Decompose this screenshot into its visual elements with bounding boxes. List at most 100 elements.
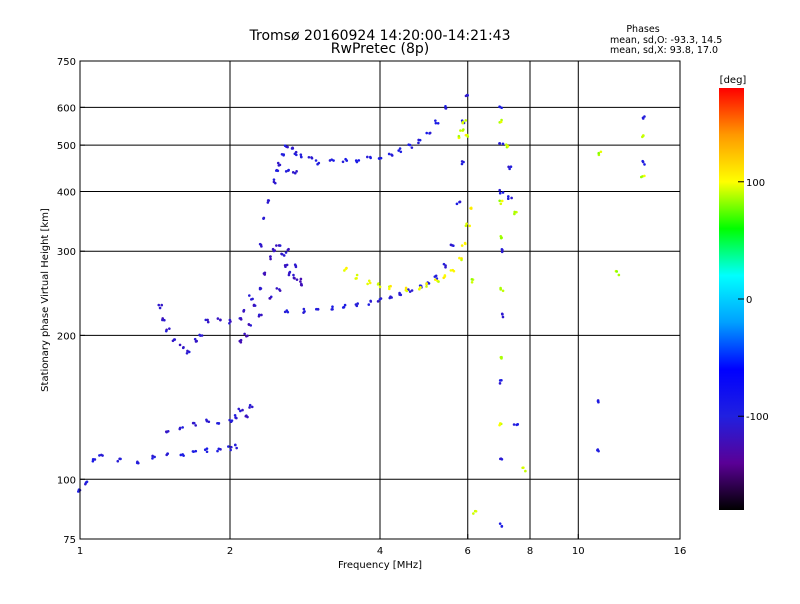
data-point: [460, 244, 464, 247]
data-point: [246, 415, 249, 419]
data-point: [277, 164, 281, 167]
data-point: [455, 202, 459, 206]
data-point: [237, 407, 241, 411]
data-point: [235, 416, 238, 420]
data-point: [369, 300, 373, 303]
data-point: [228, 318, 232, 322]
data-point: [195, 339, 198, 343]
data-point: [181, 453, 185, 456]
data-point: [468, 224, 471, 228]
y-tick-label: 400: [57, 187, 76, 198]
data-point: [77, 490, 80, 493]
data-point: [307, 155, 311, 159]
data-point: [194, 449, 198, 453]
data-point: [434, 278, 437, 281]
data-point: [410, 289, 414, 292]
data-point: [300, 155, 303, 159]
data-point: [266, 201, 270, 204]
data-point: [344, 267, 348, 271]
data-point: [293, 152, 297, 156]
data-point: [498, 188, 502, 192]
data-point: [464, 224, 468, 228]
data-point: [437, 280, 440, 283]
data-point: [341, 306, 345, 309]
data-point: [449, 269, 453, 272]
data-point: [116, 459, 120, 463]
data-points: [77, 93, 646, 528]
data-point: [499, 457, 503, 460]
data-point: [501, 289, 505, 293]
data-point: [330, 158, 334, 161]
y-axis: 75 100 200 300 400 500 600 750: [57, 57, 85, 546]
phases-x-stats: mean, sd,X: 93.8, 17.0: [610, 45, 718, 56]
data-point: [299, 153, 303, 156]
data-point: [85, 480, 89, 484]
data-point: [368, 281, 372, 285]
y-tick-label: 750: [57, 57, 76, 68]
data-point: [275, 287, 279, 290]
data-point: [643, 174, 646, 178]
data-point: [302, 307, 306, 311]
x-tick-label: 10: [572, 546, 585, 557]
data-point: [280, 252, 284, 256]
data-point: [293, 263, 297, 267]
data-point: [498, 105, 501, 109]
data-point: [501, 248, 504, 252]
data-point: [398, 147, 402, 150]
data-point: [469, 207, 473, 210]
data-point: [460, 162, 464, 166]
data-point: [418, 138, 422, 142]
data-point: [641, 160, 645, 164]
data-point: [163, 318, 166, 322]
data-point: [243, 332, 246, 336]
data-point: [186, 349, 189, 353]
data-point: [275, 169, 278, 172]
data-point: [227, 445, 230, 448]
data-point: [458, 256, 461, 260]
data-point: [291, 171, 295, 174]
data-point: [283, 264, 287, 267]
data-point: [501, 142, 505, 146]
x-tick-label: 2: [227, 546, 233, 557]
data-point: [91, 459, 95, 463]
data-point: [200, 334, 204, 337]
data-point: [508, 167, 511, 171]
colorbar-unit: [deg]: [720, 75, 747, 86]
data-point: [596, 448, 599, 452]
data-point: [193, 337, 197, 341]
data-point: [257, 313, 261, 317]
data-point: [291, 146, 294, 150]
data-point: [91, 457, 95, 461]
data-point: [192, 450, 195, 453]
data-point: [282, 254, 286, 257]
data-point: [498, 423, 501, 427]
data-point: [101, 454, 104, 457]
data-point: [499, 236, 503, 240]
data-point: [499, 120, 503, 124]
data-point: [515, 423, 518, 427]
data-point: [241, 408, 244, 412]
data-point: [168, 327, 171, 330]
data-point: [294, 265, 298, 269]
data-point: [354, 303, 358, 306]
data-point: [178, 427, 182, 431]
data-point: [417, 141, 420, 145]
data-point: [151, 454, 154, 458]
data-point: [474, 509, 478, 513]
colorbar-tick-label: 0: [746, 295, 752, 306]
data-point: [198, 333, 201, 337]
data-point: [341, 160, 345, 164]
data-point: [390, 296, 393, 299]
data-point: [216, 317, 220, 320]
data-point: [230, 445, 233, 449]
data-point: [181, 426, 184, 429]
data-point: [310, 156, 313, 159]
data-point: [357, 159, 361, 162]
data-point: [443, 274, 447, 277]
y-axis-label: Stationary phase Virtual Height [km]: [40, 208, 51, 392]
data-point: [463, 241, 467, 245]
data-point: [217, 422, 221, 425]
data-point: [247, 294, 251, 297]
data-point: [284, 170, 288, 173]
